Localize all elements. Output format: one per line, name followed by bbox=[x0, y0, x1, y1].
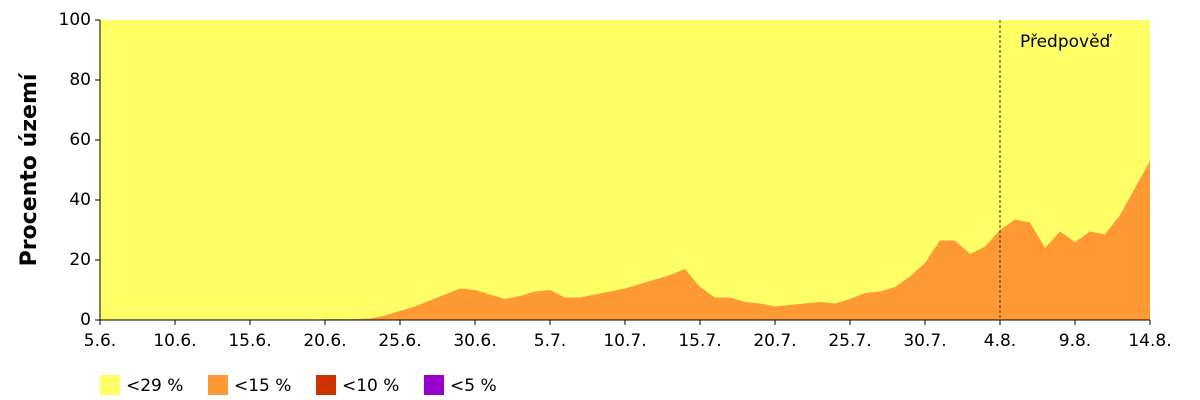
x-tick-label: 4.8. bbox=[984, 331, 1016, 351]
area bbox=[100, 161, 1150, 320]
x-tick-label: 14.8. bbox=[1128, 331, 1171, 351]
y-tick-label: 20 bbox=[69, 250, 91, 270]
x-tick-label: 10.6. bbox=[153, 331, 196, 351]
y-tick-label: 40 bbox=[69, 190, 91, 210]
legend-swatch bbox=[208, 375, 228, 395]
legend-swatch bbox=[100, 375, 120, 395]
x-tick-label: 5.6. bbox=[84, 331, 116, 351]
y-axis-label: Procento území bbox=[17, 72, 42, 266]
legend-label: <5 % bbox=[450, 376, 497, 396]
legend-swatch bbox=[316, 375, 336, 395]
x-tick-label: 5.7. bbox=[534, 331, 566, 351]
x-tick-label: 25.7. bbox=[828, 331, 871, 351]
x-tick-label: 9.8. bbox=[1059, 331, 1091, 351]
y-tick-label: 0 bbox=[80, 310, 91, 330]
area bbox=[100, 20, 1150, 320]
legend-label: <29 % bbox=[126, 376, 183, 396]
x-tick-label: 15.7. bbox=[678, 331, 721, 351]
x-tick-label: 15.6. bbox=[228, 331, 271, 351]
x-tick-label: 20.6. bbox=[303, 331, 346, 351]
x-tick-label: 30.7. bbox=[903, 331, 946, 351]
legend-label: <10 % bbox=[342, 376, 399, 396]
y-tick-label: 60 bbox=[69, 130, 91, 150]
annotation: Předpověď bbox=[1020, 32, 1113, 52]
legend-swatch bbox=[424, 375, 444, 395]
x-tick-label: 10.7. bbox=[603, 331, 646, 351]
x-tick-label: 20.7. bbox=[753, 331, 796, 351]
legend-label: <15 % bbox=[234, 376, 291, 396]
x-tick-label: 30.6. bbox=[453, 331, 496, 351]
y-tick-label: 100 bbox=[59, 10, 91, 30]
x-tick-label: 25.6. bbox=[378, 331, 421, 351]
y-tick-label: 80 bbox=[69, 70, 91, 90]
